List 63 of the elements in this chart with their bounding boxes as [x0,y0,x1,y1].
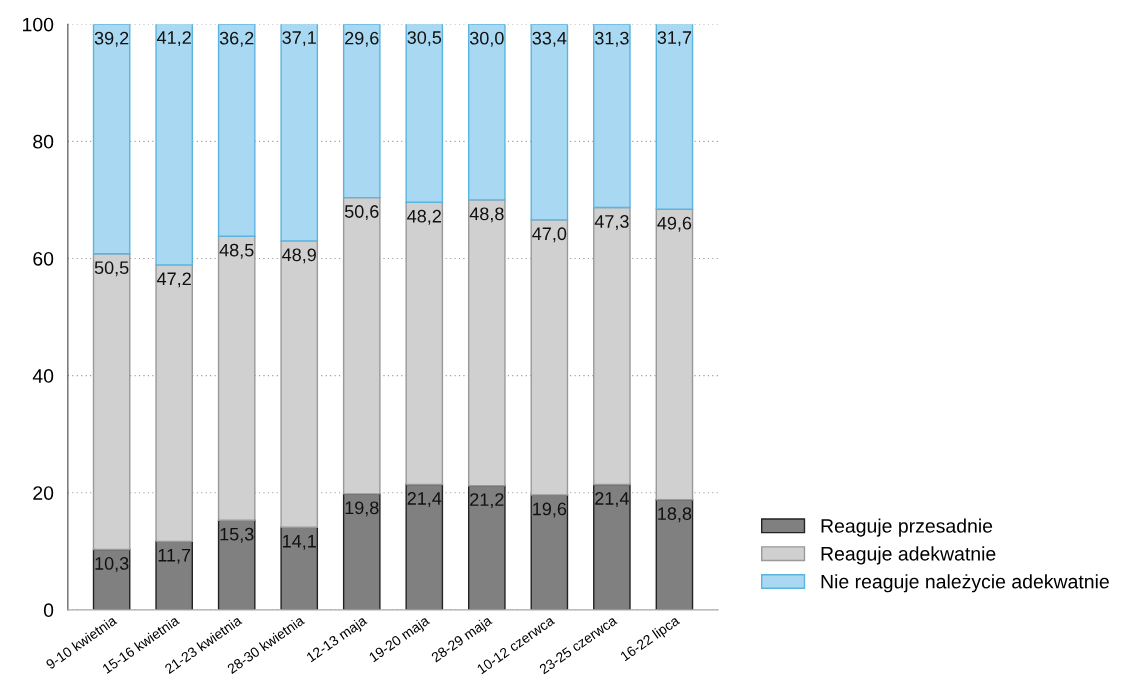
data-label: 18,8 [658,507,692,523]
bar [467,485,506,610]
legend-label: Reaguje adekwatnie [821,546,996,565]
bar [593,24,631,209]
data-label: 11,7 [158,549,191,564]
data-label: 39,2 [94,31,129,47]
bar [655,499,694,610]
bar [530,219,569,496]
legend-label: Nie reaguje należycie adekwatnie [821,574,1109,593]
data-label: 21,2 [470,493,504,509]
bar [280,24,319,242]
bar [92,24,131,255]
data-label: 30,0 [469,31,504,47]
bar [405,483,444,610]
data-label: 41,2 [157,31,191,47]
bar [280,526,319,610]
bar [655,208,694,501]
y-tick-label: 20 [33,486,54,500]
data-label: 36,2 [219,31,254,47]
data-label: 19,8 [345,501,379,517]
data-label: 48,9 [282,248,316,264]
bar [342,24,381,199]
data-label: 29,6 [345,31,379,47]
data-label: 49,6 [657,216,692,232]
data-label: 48,2 [407,209,441,225]
data-label: 47,2 [157,272,191,288]
legend-label: Reaguje przesadnie [821,518,993,537]
bar [530,494,569,610]
data-label: 21,4 [595,492,629,507]
bar [217,24,256,237]
data-label: 31,3 [595,31,629,47]
y-tick-label: 60 [33,251,54,266]
data-label: 48,8 [469,207,504,223]
bar [155,24,193,266]
data-label: 37,1 [282,31,316,47]
data-label: 15,3 [220,527,254,543]
bar [155,540,193,610]
bar [217,235,256,521]
y-tick-label: 40 [32,369,54,383]
data-label: 48,5 [219,243,254,259]
bar [655,24,694,210]
data-label: 50,5 [94,261,129,277]
data-label: 10,3 [95,557,129,572]
bar [405,24,444,203]
bar [342,493,381,610]
data-label: 31,7 [657,31,692,47]
data-label: 50,6 [344,205,379,221]
data-label: 21,4 [407,492,442,507]
data-label: 47,0 [532,227,567,243]
y-tick-label: 80 [33,134,54,149]
bar [92,253,131,551]
bar [217,519,256,610]
y-tick-label: 100 [23,17,54,32]
data-label: 19,6 [533,502,567,518]
bar [593,483,631,610]
bar [467,24,506,201]
bar [530,24,569,221]
y-tick-label: 0 [43,603,54,618]
data-label: 30,5 [407,31,442,47]
data-label: 47,3 [594,215,629,230]
data-label: 33,4 [532,31,567,47]
data-label: 14,1 [283,534,316,550]
bar [92,548,131,610]
